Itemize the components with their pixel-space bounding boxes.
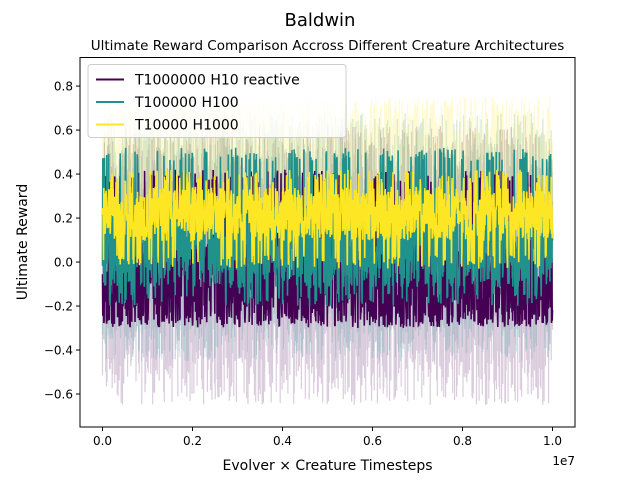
legend-label: T100000 H100 bbox=[134, 95, 239, 111]
y-tick-label: −0.2 bbox=[44, 300, 73, 314]
x-tick-label: 0.4 bbox=[273, 434, 292, 448]
plot-frame bbox=[79, 57, 576, 428]
series-line-2 bbox=[101, 167, 554, 269]
legend: T1000000 H10 reactive T100000 H100 T10000 … bbox=[87, 64, 347, 138]
series-line-1 bbox=[101, 147, 554, 306]
line-layer bbox=[101, 147, 554, 329]
y-axis-label: Ultimate Reward bbox=[15, 184, 31, 300]
x-tick-label: 0.0 bbox=[93, 434, 112, 448]
chart-title: Ultimate Reward Comparison Accross Diffe… bbox=[91, 38, 564, 54]
legend-label: T1000000 H10 reactive bbox=[134, 73, 300, 89]
x-tick-label: 0.6 bbox=[363, 434, 382, 448]
x-tick-label: 0.2 bbox=[183, 434, 202, 448]
x-tick-label: 0.8 bbox=[453, 434, 472, 448]
y-axis: −0.6 −0.4 −0.2 0.0 0.2 0.4 0.6 0.8 bbox=[44, 80, 80, 402]
legend-label: T10000 H1000 bbox=[134, 118, 239, 134]
legend-box bbox=[87, 64, 347, 138]
y-tick-label: −0.4 bbox=[44, 344, 73, 358]
y-tick-label: −0.6 bbox=[44, 388, 73, 402]
x-tick-label: 1.0 bbox=[543, 434, 562, 448]
x-axis: 0.0 0.2 0.4 0.6 0.8 1.0 bbox=[93, 427, 562, 448]
y-tick-label: 0.8 bbox=[54, 80, 73, 94]
y-tick-label: 0.4 bbox=[54, 168, 73, 182]
x-axis-label: Evolver × Creature Timesteps bbox=[223, 458, 433, 474]
y-tick-label: 0.0 bbox=[54, 256, 73, 270]
x-axis-offset-label: 1e7 bbox=[552, 454, 575, 468]
y-tick-label: 0.2 bbox=[54, 212, 73, 226]
figure-suptitle: Baldwin bbox=[285, 10, 356, 31]
y-tick-label: 0.6 bbox=[54, 124, 73, 138]
